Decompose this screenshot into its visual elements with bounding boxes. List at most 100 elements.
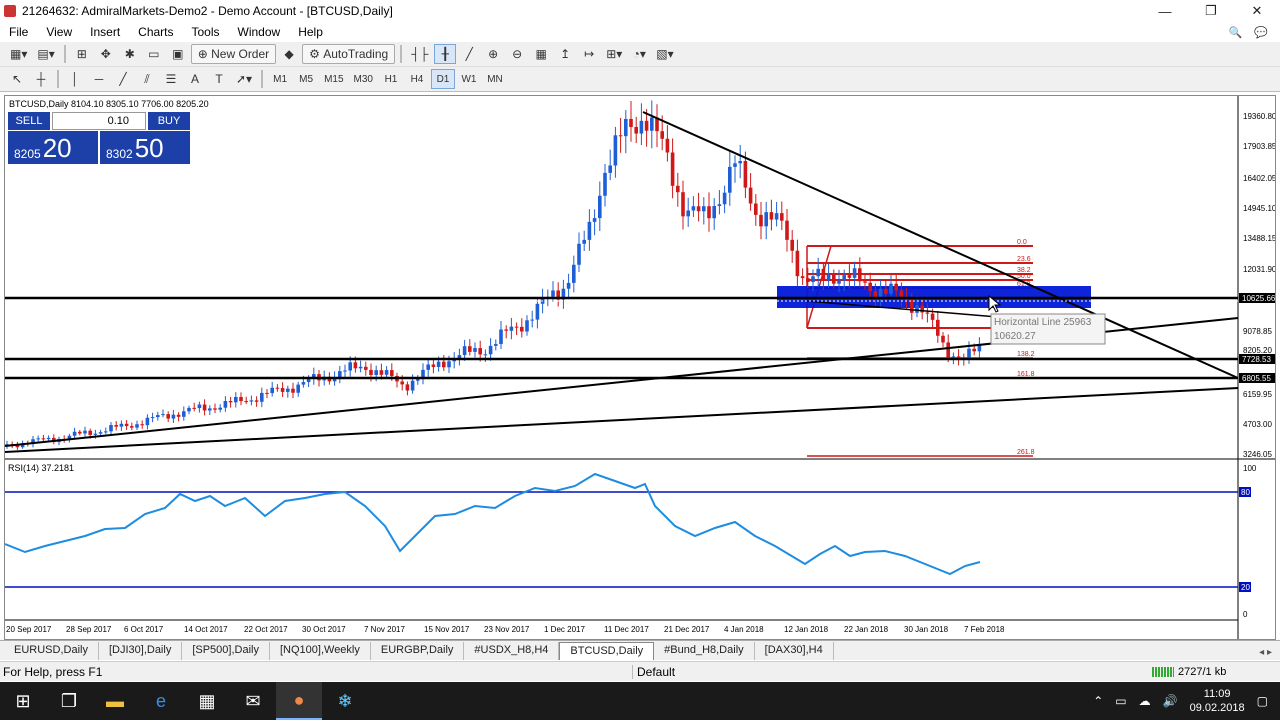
maximize-button[interactable]: ❐ bbox=[1205, 3, 1217, 18]
tray-chevron-icon[interactable]: ⌃ bbox=[1093, 694, 1104, 708]
menu-window[interactable]: Window bbox=[237, 25, 281, 39]
tab-dax30[interactable]: [DAX30],H4 bbox=[755, 642, 834, 660]
autoscroll-icon[interactable]: ↥ bbox=[560, 47, 571, 61]
close-button[interactable]: ✕ bbox=[1251, 3, 1263, 18]
connection-status[interactable]: 2727/1 kb bbox=[1152, 666, 1226, 678]
crosshair-icon[interactable]: ┼ bbox=[36, 72, 46, 86]
sell-price-button[interactable]: 8205 20 bbox=[8, 131, 98, 164]
candle-body bbox=[644, 120, 649, 131]
status-bar: For Help, press F1 Default 2727/1 kb bbox=[0, 661, 1280, 681]
notifications-icon[interactable]: ▢ bbox=[1256, 694, 1268, 708]
timeframe-m5[interactable]: M5 bbox=[299, 73, 314, 85]
timeframe-m1[interactable]: M1 bbox=[273, 73, 288, 85]
timeframe-d1[interactable]: D1 bbox=[430, 69, 455, 89]
tab-bund[interactable]: #Bund_H8,Daily bbox=[654, 642, 755, 660]
navigator-icon[interactable]: ✱ bbox=[124, 47, 135, 61]
buy-button[interactable]: BUY bbox=[148, 112, 190, 130]
zoom-in-icon[interactable]: ⊕ bbox=[488, 47, 499, 61]
chat-icon[interactable]: 💬 bbox=[1254, 26, 1268, 39]
terminal-icon[interactable]: ▭ bbox=[148, 47, 160, 61]
candle-body bbox=[837, 280, 841, 284]
candle-body bbox=[291, 388, 295, 393]
timeframe-h1[interactable]: H1 bbox=[384, 73, 398, 85]
file-explorer-icon[interactable]: ▬ bbox=[106, 690, 124, 711]
periods-icon[interactable]: ◔▾ bbox=[632, 47, 646, 61]
candle-body bbox=[925, 312, 930, 314]
tab-eurgbp[interactable]: EURGBP,Daily bbox=[371, 642, 465, 660]
candlestick-icon[interactable]: ╂ bbox=[434, 44, 457, 64]
profiles-icon[interactable]: ▤▾ bbox=[37, 47, 55, 61]
tab-eurusd[interactable]: EURUSD,Daily bbox=[4, 642, 99, 660]
metatrader-icon[interactable]: ● bbox=[276, 682, 322, 720]
edge-icon[interactable]: e bbox=[155, 690, 166, 711]
metaeditor-icon[interactable]: ◆ bbox=[284, 47, 294, 61]
network-icon[interactable]: ☁ bbox=[1138, 694, 1151, 708]
trendline-icon[interactable]: ╱ bbox=[119, 72, 127, 86]
zoom-out-icon[interactable]: ⊖ bbox=[512, 47, 523, 61]
volume-icon[interactable]: 🔊 bbox=[1162, 694, 1178, 708]
task-view-icon[interactable]: ❐ bbox=[60, 690, 78, 711]
tab-usdx[interactable]: #USDX_H8,H4 bbox=[464, 642, 560, 660]
candle-body bbox=[613, 135, 618, 166]
timeframe-m30[interactable]: M30 bbox=[353, 73, 373, 85]
horizontal-line-icon[interactable]: ─ bbox=[94, 72, 104, 86]
timeframe-m15[interactable]: M15 bbox=[324, 73, 344, 85]
tab-scroll-arrows[interactable]: ◂ ▸ bbox=[1259, 647, 1272, 658]
settings-app-icon[interactable]: ❄ bbox=[337, 690, 353, 711]
tab-nq100[interactable]: [NQ100],Weekly bbox=[270, 642, 371, 660]
bar-chart-icon[interactable]: ┤├ bbox=[411, 47, 429, 61]
tile-windows-icon[interactable]: ▦ bbox=[535, 47, 547, 61]
chart-window[interactable]: 0.023.638.250.061.8100.0138.2161.8261.8 … bbox=[4, 95, 1276, 640]
candle-body bbox=[639, 120, 644, 134]
menu-help[interactable]: Help bbox=[298, 25, 323, 39]
candle-body bbox=[504, 329, 508, 331]
candle-body bbox=[535, 303, 540, 320]
fibonacci-icon[interactable]: ☰ bbox=[165, 72, 177, 86]
channel-icon[interactable]: ⫽ bbox=[144, 71, 150, 86]
help-text: For Help, press F1 bbox=[3, 664, 103, 679]
timeframe-mn[interactable]: MN bbox=[487, 73, 503, 85]
menu-view[interactable]: View bbox=[46, 25, 73, 39]
battery-icon[interactable]: ▭ bbox=[1115, 694, 1127, 708]
text-icon[interactable]: A bbox=[190, 72, 199, 86]
vertical-line-icon[interactable]: │ bbox=[71, 72, 79, 86]
tab-dji30[interactable]: [DJI30],Daily bbox=[99, 642, 183, 660]
templates-icon[interactable]: ▧▾ bbox=[656, 47, 674, 61]
mail-icon[interactable]: ✉ bbox=[245, 690, 261, 711]
menu-charts[interactable]: Charts bbox=[138, 25, 174, 39]
tab-btcusd[interactable]: BTCUSD,Daily bbox=[559, 642, 655, 660]
menu-tools[interactable]: Tools bbox=[191, 25, 220, 39]
timeframe-w1[interactable]: W1 bbox=[461, 73, 477, 85]
data-window-icon[interactable]: ✥ bbox=[100, 47, 111, 61]
menu-insert[interactable]: Insert bbox=[90, 25, 121, 39]
line-chart-icon[interactable]: ╱ bbox=[465, 47, 473, 61]
autotrading-button[interactable]: ⚙ AutoTrading bbox=[302, 44, 396, 64]
sell-button[interactable]: SELL bbox=[8, 112, 50, 130]
candle-body bbox=[20, 443, 25, 448]
buy-price-button[interactable]: 8302 50 bbox=[100, 131, 190, 164]
volume-input[interactable]: 0.10 bbox=[52, 112, 146, 130]
text-label-icon[interactable]: T bbox=[215, 72, 223, 86]
chart-shift-icon[interactable]: ↦ bbox=[584, 47, 595, 61]
clock[interactable]: 11:09 09.02.2018 bbox=[1190, 687, 1245, 715]
strategy-tester-icon[interactable]: ▣ bbox=[172, 47, 184, 61]
price-tick-label: 16402.05 bbox=[1243, 174, 1275, 183]
candle-body bbox=[182, 411, 186, 417]
market-watch-icon[interactable]: ⊞ bbox=[76, 47, 87, 61]
cursor-icon[interactable]: ↖ bbox=[11, 72, 23, 86]
indicators-icon[interactable]: ⊞▾ bbox=[606, 47, 623, 61]
price-chart[interactable]: 0.023.638.250.061.8100.0138.2161.8261.8 … bbox=[5, 96, 1275, 639]
minimize-button[interactable]: — bbox=[1158, 3, 1172, 19]
search-icon[interactable]: 🔍 bbox=[1228, 26, 1243, 39]
timeframe-h4[interactable]: H4 bbox=[410, 73, 424, 85]
menu-file[interactable]: File bbox=[9, 25, 29, 39]
tab-sp500[interactable]: [SP500],Daily bbox=[182, 642, 270, 660]
candle-body bbox=[582, 239, 586, 244]
new-chart-icon[interactable]: ▦▾ bbox=[10, 47, 28, 61]
arrows-icon[interactable]: ➚▾ bbox=[236, 72, 253, 86]
calculator-icon[interactable]: ▦ bbox=[198, 690, 216, 711]
drawn-lines[interactable] bbox=[5, 111, 1239, 453]
start-icon[interactable]: ⊞ bbox=[15, 690, 31, 711]
candle-body bbox=[551, 290, 555, 297]
new-order-button[interactable]: ⊕ New Order bbox=[190, 44, 277, 64]
